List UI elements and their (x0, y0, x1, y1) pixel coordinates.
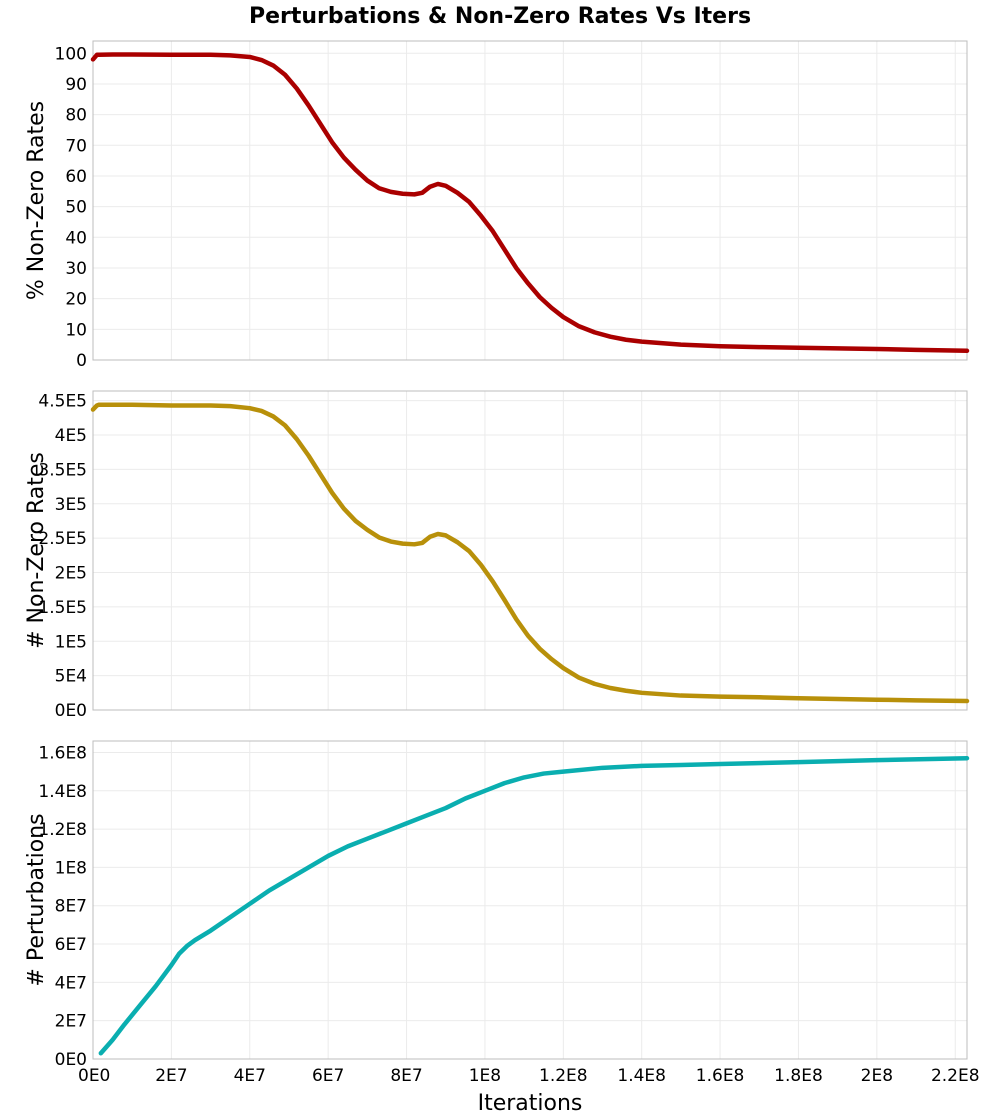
y-tick-label: 2.5E5 (38, 529, 87, 549)
series-line (90, 52, 970, 354)
y-tick-label: 6E7 (55, 935, 87, 955)
chart-title: Perturbations & Non-Zero Rates Vs Iters (249, 4, 751, 29)
y-tick-label: 80 (65, 106, 87, 126)
x-tick-label: 2E8 (861, 1066, 893, 1086)
x-tick-label: 2E7 (155, 1066, 187, 1086)
y-tick-label: 40 (65, 228, 87, 248)
y-axis-label: # Non-Zero Rates (24, 452, 49, 649)
y-tick-label: 50 (65, 198, 87, 218)
y-tick-label: 0E0 (55, 1050, 87, 1070)
series-line (90, 402, 970, 704)
y-tick-label: 0E0 (55, 701, 87, 721)
y-tick-label: 3.5E5 (38, 460, 87, 480)
y-tick-label: 2E5 (55, 564, 87, 584)
y-axis-label: # Perturbations (24, 813, 49, 986)
panel-1: 0 10 20 30 40 50 60 70 80 90 100 % Non-Zero Rates (24, 40, 970, 371)
y-tick-label: 4E5 (55, 426, 87, 446)
plot-frame (92, 40, 968, 361)
y-tick-label: 1.2E8 (38, 820, 87, 840)
y-tick-label: 90 (65, 75, 87, 95)
x-tick-label: 1E8 (469, 1066, 501, 1086)
x-tick-label: 1.6E8 (696, 1066, 745, 1086)
y-tick-label: 100 (55, 44, 87, 64)
y-axis-label: % Non-Zero Rates (24, 101, 49, 300)
x-tick-label: 0E0 (78, 1066, 110, 1086)
x-tick-label: 1.8E8 (774, 1066, 823, 1086)
y-tick-label: 30 (65, 259, 87, 279)
y-tick-label: 1.4E8 (38, 782, 87, 802)
y-tick-label: 0 (76, 351, 87, 371)
y-tick-label: 70 (65, 136, 87, 156)
y-tick-label: 20 (65, 290, 87, 310)
y-tick-label: 4E7 (55, 973, 87, 993)
x-tick-label: 4E7 (234, 1066, 266, 1086)
x-tick-label: 8E7 (390, 1066, 422, 1086)
x-axis-label: Iterations (478, 1091, 583, 1116)
y-tick-label: 1E8 (55, 858, 87, 878)
y-tick-label: 2E7 (55, 1012, 87, 1032)
y-tick-label: 5E4 (55, 667, 87, 687)
panel-2: 0E0 5E4 1E5 1.5E5 2E5 2.5E5 3E5 3.5E5 4E5 4.5E5 # … (24, 390, 970, 721)
panel-3: 0E0 2E7 4E7 6E7 8E7 1E8 1.2E8 1.4E8 1.6E8 0E0 2E7 4… (24, 740, 980, 1116)
y-tick-label: 4.5E5 (38, 392, 87, 412)
x-tick-label: 1.4E8 (617, 1066, 666, 1086)
x-tick-label: 2.2E8 (931, 1066, 980, 1086)
plot-frame (92, 740, 968, 1060)
series-line (98, 755, 970, 1056)
y-tick-label: 60 (65, 167, 87, 187)
y-tick-label: 3E5 (55, 495, 87, 515)
y-tick-label: 10 (65, 320, 87, 340)
plot-frame (92, 390, 968, 711)
y-tick-label: 1.6E8 (38, 743, 87, 763)
y-tick-label: 1E5 (55, 632, 87, 652)
y-tick-label: 8E7 (55, 897, 87, 917)
y-tick-label: 1.5E5 (38, 598, 87, 618)
x-tick-label: 6E7 (312, 1066, 344, 1086)
x-tick-label: 1.2E8 (539, 1066, 588, 1086)
